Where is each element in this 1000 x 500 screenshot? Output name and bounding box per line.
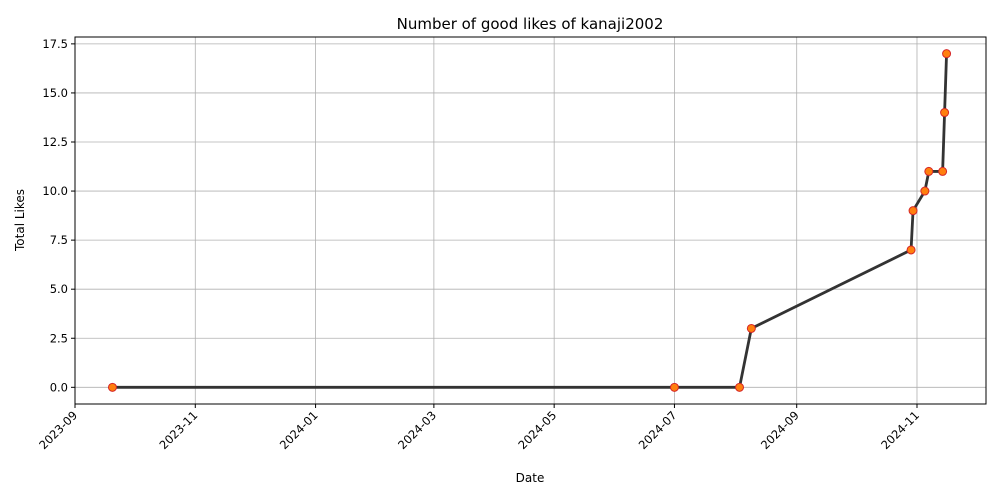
x-tick-label: 2024-07 <box>636 408 680 452</box>
x-tick-label: 2024-05 <box>515 408 559 452</box>
data-point <box>908 206 918 216</box>
y-tick-label: 0.0 <box>50 380 68 394</box>
series-line <box>112 53 948 389</box>
y-axis-label: Total Likes <box>13 189 27 252</box>
data-point <box>924 166 934 176</box>
data-point <box>735 382 745 392</box>
y-tick-label: 12.5 <box>42 135 68 149</box>
y-tick-label: 17.5 <box>42 37 68 51</box>
data-point <box>906 245 916 255</box>
y-axis-ticks: 0.0 2.5 5.0 7.5 10.0 12.5 15.0 17.5 <box>42 37 75 394</box>
x-tick-label: 2024-03 <box>395 408 439 452</box>
y-tick-label: 7.5 <box>50 233 68 247</box>
plot-frame <box>74 36 987 405</box>
x-axis-label: Date <box>516 471 545 485</box>
data-point <box>669 382 679 392</box>
data-point <box>920 186 930 196</box>
y-tick-label: 15.0 <box>42 86 68 100</box>
series-layer <box>107 49 952 392</box>
x-tick-label: 2024-11 <box>878 408 922 452</box>
data-point <box>107 382 117 392</box>
data-point <box>940 108 950 118</box>
y-tick-label: 2.5 <box>50 331 68 345</box>
chart-title: Number of good likes of kanaji2002 <box>397 15 664 33</box>
data-point <box>746 323 756 333</box>
grid-lines <box>74 37 986 404</box>
x-axis-ticks: 2023-09 2023-11 2024-01 2024-03 2024-05 2024-… <box>36 404 922 452</box>
x-tick-label: 2024-09 <box>758 408 802 452</box>
x-tick-label: 2023-11 <box>157 408 201 452</box>
data-point <box>942 49 952 59</box>
x-tick-label: 2024-01 <box>277 408 321 452</box>
y-tick-label: 5.0 <box>50 282 68 296</box>
data-point <box>938 166 948 176</box>
x-tick-label: 2023-09 <box>36 408 80 452</box>
y-tick-label: 10.0 <box>42 184 68 198</box>
